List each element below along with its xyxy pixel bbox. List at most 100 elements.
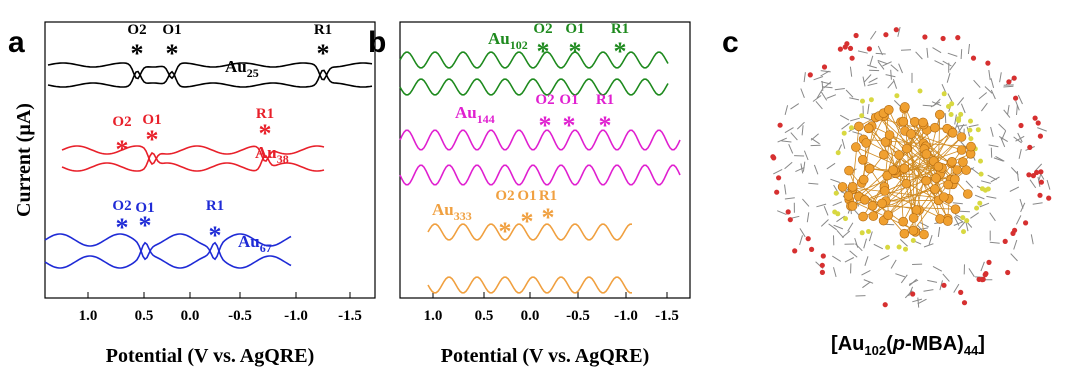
ligand-bond: [1011, 167, 1018, 174]
ligand-bond: [975, 195, 984, 199]
caption-part: 44: [964, 343, 979, 358]
ligand-bond: [920, 222, 929, 227]
cluster-base: Au: [225, 57, 247, 76]
peak-star: *: [614, 37, 627, 66]
ligand-bond: [948, 53, 958, 56]
gold-atom: [869, 212, 878, 221]
ligand-bond: [830, 179, 839, 182]
sulfur-atom: [834, 191, 839, 196]
ligand-bond: [801, 89, 805, 98]
peak-star: *: [542, 203, 555, 232]
gold-atom: [967, 142, 976, 151]
peak-label: R1: [314, 22, 332, 38]
peak-star: *: [499, 217, 512, 246]
oxygen-atom: [910, 291, 915, 296]
gold-atom: [950, 175, 959, 184]
x-axis-label: Potential (V vs. AgQRE): [441, 345, 650, 367]
ligand-bond: [961, 104, 965, 113]
ligand-bond: [791, 104, 799, 110]
peak-label: O1: [517, 188, 536, 204]
ligand-bond: [979, 93, 987, 99]
peak-star: *: [599, 111, 612, 140]
gold-atom: [899, 217, 908, 226]
caption-part: [Au: [831, 333, 864, 355]
ligand-bond: [870, 31, 876, 39]
ligand-bond: [999, 136, 1008, 141]
ligand-bond: [846, 90, 853, 97]
ligand-bond: [808, 183, 818, 184]
cluster-name: Au25: [225, 57, 259, 80]
gold-atom: [868, 201, 877, 210]
ligand-bond: [864, 239, 867, 249]
oxygen-atom: [985, 61, 990, 66]
peak-label: R1: [206, 198, 224, 214]
peak-label: O2: [533, 21, 552, 37]
ligand-bond: [895, 274, 905, 277]
sulfur-atom: [836, 150, 841, 155]
ligand-bond: [888, 81, 895, 89]
sulfur-atom: [918, 89, 923, 94]
ligand-bond: [999, 124, 1006, 131]
oxygen-atom: [1037, 193, 1042, 198]
sulfur-atom: [843, 216, 848, 221]
ligand-bond: [814, 165, 818, 174]
ligand-bond: [785, 185, 786, 195]
gold-atom: [848, 201, 857, 210]
gold-atom: [854, 122, 863, 131]
ligand-bond: [943, 61, 952, 66]
sulfur-atom: [967, 128, 972, 133]
ligand-bond: [900, 239, 907, 246]
sulfur-atom: [894, 93, 899, 98]
sulfur-atom: [942, 91, 947, 96]
tick-label: -1.0: [284, 308, 308, 324]
oxygen-atom: [983, 272, 988, 277]
ligand-bond: [803, 162, 804, 172]
cluster-base: Au: [432, 200, 454, 219]
ligand-bond: [1033, 203, 1043, 205]
molecule-caption: [Au102(p-MBA)44]: [831, 333, 985, 358]
sulfur-atom: [903, 247, 908, 252]
peak-label: O2: [535, 92, 554, 108]
gold-atom: [943, 217, 952, 226]
gold-atom: [934, 162, 943, 171]
ligand-bond: [947, 73, 950, 83]
ligand-bond: [833, 202, 842, 206]
sulfur-atom: [949, 112, 954, 117]
oxygen-atom: [1012, 76, 1017, 81]
ligand-bond: [918, 298, 919, 308]
sulfur-atom: [849, 125, 854, 130]
ligand-bond: [850, 251, 858, 258]
oxygen-atom: [1018, 123, 1023, 128]
ligand-bond: [822, 81, 823, 91]
ligand-bond: [974, 80, 981, 87]
ligand-bond: [912, 299, 922, 302]
oxygen-atom: [1026, 172, 1031, 177]
tick-label: 0.5: [135, 308, 154, 324]
trace-reverse: [400, 165, 680, 184]
ligand-bond: [785, 198, 795, 199]
ligand-bond: [966, 181, 973, 188]
ligand-bond: [802, 199, 809, 207]
sulfur-atom: [885, 245, 890, 250]
ligand-bond: [927, 280, 937, 282]
oxygen-atom: [958, 290, 963, 295]
ligand-bond: [862, 282, 870, 288]
ligand-bond: [1011, 254, 1018, 261]
ligand-bond: [855, 244, 862, 251]
ligand-bond: [1016, 215, 1021, 224]
peak-label: O1: [162, 22, 181, 38]
ligand-bond: [814, 77, 823, 80]
ligand-bond: [852, 132, 862, 135]
oxygen-atom: [821, 253, 826, 258]
ligand-bond: [876, 53, 886, 54]
oxygen-atom: [792, 248, 797, 253]
ligand-bond: [969, 125, 979, 127]
gold-atom: [858, 155, 867, 164]
ligand-bond: [990, 242, 1000, 243]
ligand-bond: [842, 123, 850, 129]
ligand-bond: [957, 125, 967, 126]
gold-atom: [932, 174, 941, 183]
ligand-bond: [858, 51, 868, 53]
gold-atom: [958, 158, 967, 167]
ligand-bond: [845, 258, 854, 263]
